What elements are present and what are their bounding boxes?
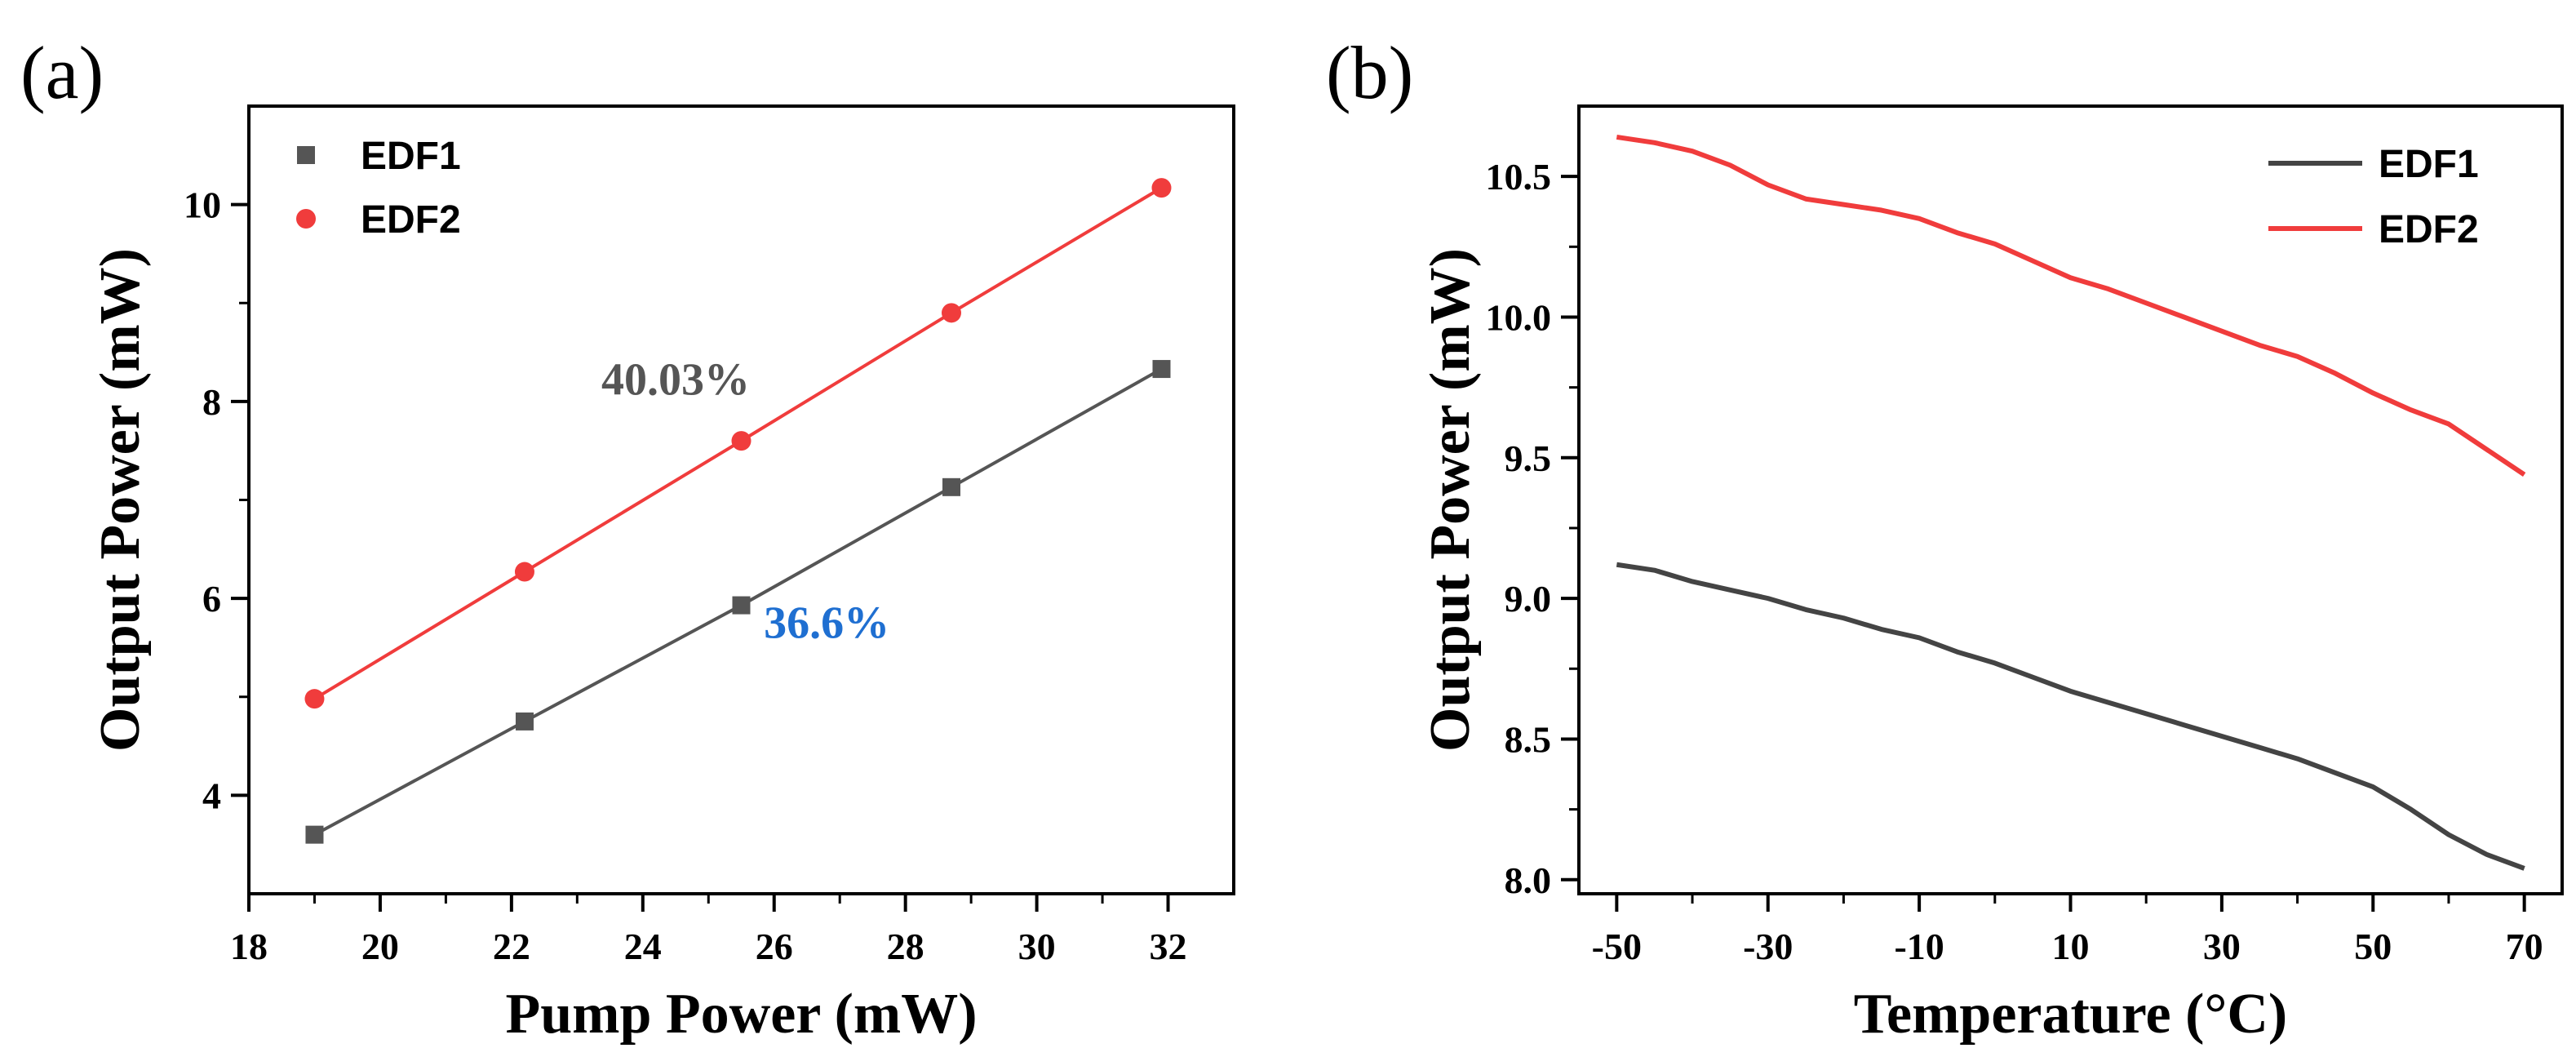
y-axis-title: Output Power (mW) [1419,248,1482,752]
legend-label-edf2: EDF2 [361,198,461,242]
x-tick-label: 20 [361,926,399,967]
x-tick-label: 26 [756,926,793,967]
x-tick-label: -50 [1592,926,1642,967]
legend-marker-edf2 [296,209,316,229]
legend-marker-edf1 [297,146,315,164]
x-tick-label: 30 [2203,926,2241,967]
data-point-edf2 [731,431,752,451]
data-point-edf1 [942,477,960,496]
y-tick-label: 10 [184,184,221,226]
slope-annotation: 40.03% [601,354,750,405]
legend-label-edf2: EDF2 [2379,208,2479,251]
data-point-edf1 [305,825,324,844]
y-tick-label: 8.5 [1505,718,1552,760]
data-point-edf1 [515,712,534,731]
x-axis-title: Temperature (°C) [1854,983,2288,1046]
x-tick-label: 32 [1150,926,1187,967]
data-point-edf1 [1152,360,1171,379]
series-line-edf2 [1616,134,2526,477]
data-point-edf2 [941,303,961,323]
x-tick-label: 70 [2506,926,2543,967]
data-point-edf1 [732,596,751,615]
x-tick-label: 18 [230,926,268,967]
panel-label: (a) [20,31,104,114]
y-tick-label: 8.0 [1505,859,1552,901]
y-tick-label: 10.5 [1486,156,1552,198]
series-line-edf1 [1616,562,2525,871]
legend: EDF1 EDF2 [2268,143,2479,251]
data-point-edf2 [514,562,534,582]
y-tick-label: 9.0 [1505,578,1552,620]
x-tick-label: 30 [1018,926,1056,967]
panel-label: (b) [1326,31,1413,114]
legend-label-edf1: EDF1 [2379,143,2479,186]
x-tick-label: 10 [2052,926,2090,967]
panel-b-chart: (b) -50 -30 -10 10 30 50 70 8.0 8.5 9.0 9.5 10.0 10.5… [1326,31,2564,1046]
panel-a-chart: (a) 18 20 22 24 26 28 30 32 4 6 8 10 Pump Power (mW) O… [20,31,1235,1046]
y-tick-label: 8 [202,381,221,423]
y-tick-label: 4 [202,775,221,816]
x-axis-title: Pump Power (mW) [505,983,977,1046]
x-tick-label: 50 [2354,926,2392,967]
data-point-edf2 [304,689,325,709]
x-tick-label: 22 [493,926,530,967]
x-tick-label: -30 [1743,926,1793,967]
y-tick-label: 9.5 [1505,437,1552,479]
data-point-edf2 [1151,178,1172,198]
legend-label-edf1: EDF1 [361,135,461,178]
y-axis-title: Output Power (mW) [89,248,152,752]
slope-annotation: 36.6% [764,597,889,648]
legend: EDF1 EDF2 [296,135,461,242]
x-tick-label: 28 [887,926,924,967]
y-tick-label: 10.0 [1486,296,1552,338]
x-tick-label: 24 [624,926,662,967]
x-tick-label: -10 [1894,926,1944,967]
y-tick-label: 6 [202,578,221,620]
